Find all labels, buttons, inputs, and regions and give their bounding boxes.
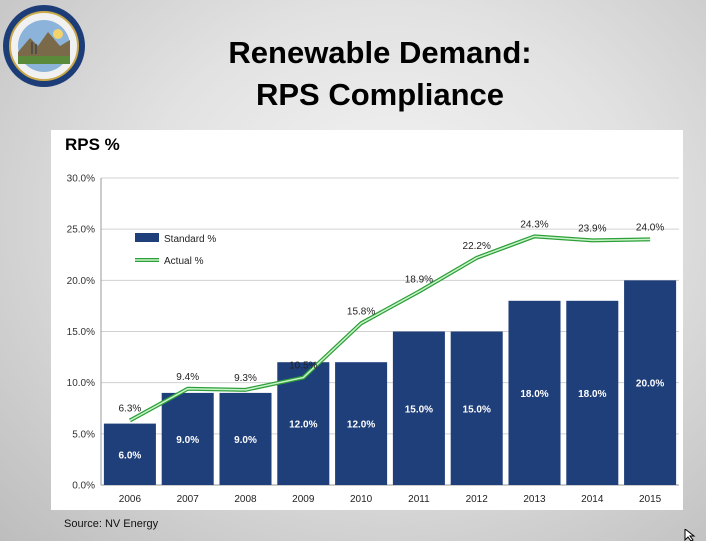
line-data-label: 22.2% xyxy=(463,241,491,252)
line-data-label: 9.4% xyxy=(176,372,199,383)
line-data-label: 9.3% xyxy=(234,373,257,384)
source-note: Source: NV Energy xyxy=(64,518,159,530)
bar-standard-2008 xyxy=(219,392,272,485)
chart-panel: RPS % 0.0% 5.0% 10.0% 15.0% 20.0% 25.0% 30.0% 6.… xyxy=(51,130,683,510)
bar-standard-2015 xyxy=(624,280,677,485)
bar-data-label: 12.0% xyxy=(347,420,375,431)
bar-data-label: 9.0% xyxy=(176,435,199,446)
line-data-label: 10.5% xyxy=(289,361,317,372)
line-data-label: 23.9% xyxy=(578,223,606,234)
slide-title-line1: Renewable Demand: xyxy=(228,35,532,70)
bar-data-label: 15.0% xyxy=(463,404,491,415)
line-data-label: 24.0% xyxy=(636,222,664,233)
bar-standard-2006 xyxy=(103,423,156,485)
y-tick-label: 0.0% xyxy=(72,481,95,492)
bar-data-label: 12.0% xyxy=(289,420,317,431)
y-tick-label: 15.0% xyxy=(67,327,95,338)
x-tick-label: 2012 xyxy=(466,494,489,505)
x-tick-label: 2015 xyxy=(639,494,662,505)
line-data-label: 18.9% xyxy=(405,275,433,286)
nevada-seal-logo xyxy=(3,5,85,87)
line-data-label: 24.3% xyxy=(520,219,548,230)
line-data-label: 15.8% xyxy=(347,306,375,317)
rps-chart: RPS % 0.0% 5.0% 10.0% 15.0% 20.0% 25.0% 30.0% 6.… xyxy=(65,135,679,505)
bar-standard-2011 xyxy=(392,331,445,485)
x-tick-label: 2014 xyxy=(581,494,604,505)
bar-data-label: 18.0% xyxy=(520,389,548,400)
bar-data-label: 6.0% xyxy=(119,450,142,461)
y-tick-label: 30.0% xyxy=(67,174,95,185)
bar-data-label: 18.0% xyxy=(578,389,606,400)
bar-data-label: 15.0% xyxy=(405,404,433,415)
bar-standard-2014 xyxy=(566,300,619,485)
x-tick-label: 2007 xyxy=(177,494,200,505)
bar-standard-2007 xyxy=(161,392,214,485)
legend-label-actual: Actual % xyxy=(164,256,204,267)
y-tick-label: 20.0% xyxy=(67,276,95,287)
y-tick-label: 5.0% xyxy=(72,429,95,440)
y-tick-label: 25.0% xyxy=(67,225,95,236)
bar-data-label: 20.0% xyxy=(636,379,664,390)
line-actual xyxy=(129,235,651,422)
slide-title-line2: RPS Compliance xyxy=(255,77,505,112)
bar-standard-2013 xyxy=(508,300,561,485)
legend-swatch-standard xyxy=(135,233,159,242)
bar-data-label: 9.0% xyxy=(234,435,257,446)
x-tick-label: 2010 xyxy=(350,494,373,505)
x-tick-label: 2011 xyxy=(408,494,430,505)
x-tick-label: 2006 xyxy=(119,494,142,505)
legend-label-standard: Standard % xyxy=(164,234,216,245)
x-tick-label: 2013 xyxy=(523,494,546,505)
y-tick-label: 10.0% xyxy=(67,378,95,389)
mouse-cursor-icon xyxy=(684,529,696,541)
line-data-label: 6.3% xyxy=(119,404,142,415)
x-tick-label: 2009 xyxy=(292,494,315,505)
x-tick-label: 2008 xyxy=(234,494,257,505)
chart-title: RPS % xyxy=(65,135,120,154)
bar-standard-2010 xyxy=(335,362,388,485)
bar-standard-2012 xyxy=(450,331,503,485)
